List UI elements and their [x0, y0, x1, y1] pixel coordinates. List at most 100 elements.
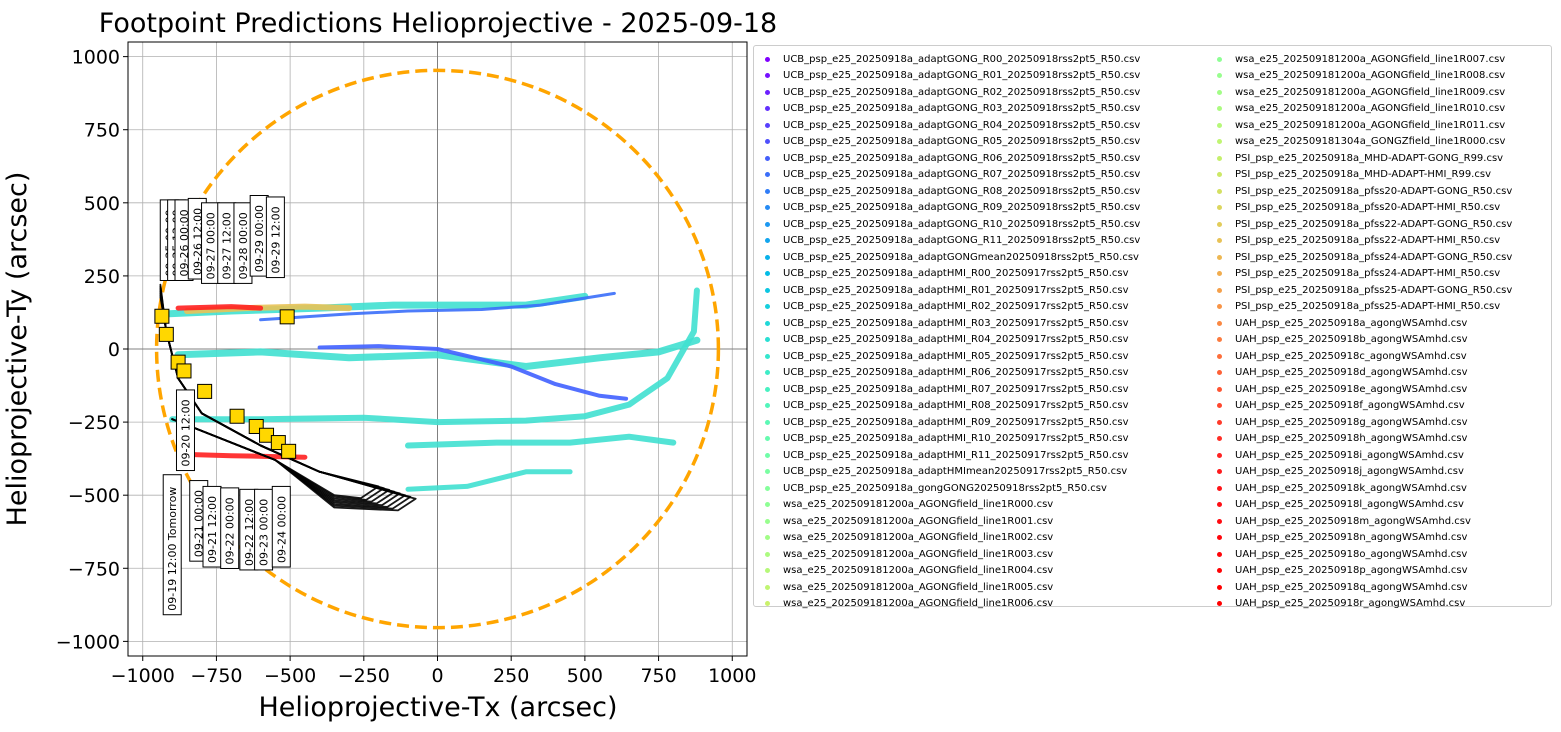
footpoint-track-blue-upper [259, 291, 616, 322]
legend-label: UAH_psp_e25_20250918p_agongWSAmhd.csv [1235, 565, 1468, 577]
date-label-text: 09-26 12:00 [191, 208, 204, 275]
legend-item: UAH_psp_e25_20250918f_agongWSAmhd.csv [1206, 398, 1512, 415]
legend-label: UAH_psp_e25_20250918k_agongWSAmhd.csv [1235, 482, 1467, 494]
legend-marker [765, 419, 770, 425]
legend-marker [765, 386, 770, 392]
legend-item: UCB_psp_e25_20250918a_adaptHMI_R00_20250… [754, 266, 1140, 283]
legend-item: UCB_psp_e25_20250918a_adaptHMI_R08_20250… [754, 398, 1140, 415]
legend-label: PSI_psp_e25_20250918a_pfss22-ADAPT-GONG_… [1235, 218, 1513, 230]
date-label: 09-29 00:00 [249, 195, 269, 277]
legend-item: UAH_psp_e25_20250918e_agongWSAmhd.csv [1206, 381, 1512, 398]
legend-item: UAH_psp_e25_20250918r_agongWSAmhd.csv [1206, 596, 1512, 613]
legend-label: UCB_psp_e25_20250918a_adaptGONG_R00_2025… [783, 53, 1141, 65]
date-marker [229, 408, 245, 424]
psp-orbit-loop [159, 289, 396, 505]
legend-label: PSI_psp_e25_20250918a_pfss24-ADAPT-HMI_R… [1235, 268, 1501, 280]
legend-item: UAH_psp_e25_20250918j_agongWSAmhd.csv [1206, 464, 1512, 481]
date-label: 09-19 12:00 Tomorrow [162, 474, 182, 616]
legend-item: UCB_psp_e25_20250918a_adaptHMImean202509… [754, 464, 1140, 481]
legend-marker [765, 584, 770, 590]
legend-label: UCB_psp_e25_20250918a_adaptHMI_R01_20250… [783, 284, 1129, 296]
x-tick-label: −1000 [111, 665, 175, 687]
legend-label: UCB_psp_e25_20250918a_adaptHMI_R08_20250… [783, 400, 1129, 412]
legend-item: UCB_psp_e25_20250918a_adaptHMI_R04_20250… [754, 332, 1140, 349]
legend-marker [765, 601, 770, 607]
legend-marker [1217, 254, 1222, 260]
legend-label: UAH_psp_e25_20250918j_agongWSAmhd.csv [1235, 466, 1464, 478]
legend-marker [765, 551, 770, 557]
legend-item: PSI_psp_e25_20250918a_pfss22-ADAPT-HMI_R… [1206, 233, 1512, 250]
legend-label: UAH_psp_e25_20250918r_agongWSAmhd.csv [1235, 598, 1466, 610]
legend-marker [1217, 601, 1222, 607]
legend-label: UCB_psp_e25_20250918a_adaptGONG_R11_2025… [783, 235, 1141, 247]
y-tick-label: 1000 [72, 47, 120, 69]
x-tick-label: 750 [640, 665, 676, 687]
legend-marker [765, 238, 770, 244]
legend-label: UCB_psp_e25_20250918a_adaptHMI_R02_20250… [783, 301, 1129, 313]
legend-marker [765, 73, 770, 79]
legend-item: wsa_e25_202509181200a_AGONGfield_line1R0… [754, 596, 1140, 613]
legend-item: UAH_psp_e25_20250918g_agongWSAmhd.csv [1206, 414, 1512, 431]
x-tick-label: −500 [264, 665, 316, 687]
legend-label: UAH_psp_e25_20250918e_agongWSAmhd.csv [1235, 383, 1468, 395]
date-label-text: 09-22 00:00 [224, 497, 237, 564]
date-label-text: 09-28 00:00 [237, 212, 250, 279]
legend-marker [765, 304, 770, 310]
date-label-text: 09-23 00:00 [258, 499, 271, 566]
legend-label: wsa_e25_202509181200a_AGONGfield_line1R0… [783, 499, 1054, 511]
legend-marker [1217, 568, 1222, 574]
legend-item: UCB_psp_e25_20250918a_adaptGONG_R04_2025… [754, 117, 1140, 134]
footpoint-track-mid-lower [169, 287, 700, 426]
legend-marker [1217, 337, 1222, 343]
legend-label: UCB_psp_e25_20250918a_adaptHMI_R03_20250… [783, 317, 1129, 329]
legend-label: UAH_psp_e25_20250918d_agongWSAmhd.csv [1235, 367, 1468, 379]
legend: UCB_psp_e25_20250918a_adaptGONG_R00_2025… [753, 45, 1552, 609]
date-label: 09-20 12:00 [175, 389, 195, 472]
legend-marker [1217, 205, 1222, 211]
legend-item: UAH_psp_e25_20250918k_agongWSAmhd.csv [1206, 480, 1512, 497]
y-tick-label: −500 [68, 485, 120, 507]
y-tick-label: −250 [68, 412, 120, 434]
legend-marker [1217, 436, 1222, 442]
legend-marker [765, 353, 770, 359]
legend-label: PSI_psp_e25_20250918a_pfss22-ADAPT-HMI_R… [1235, 235, 1501, 247]
legend-column-1: UCB_psp_e25_20250918a_adaptGONG_R00_2025… [754, 51, 1140, 612]
legend-marker [1217, 188, 1222, 194]
legend-label: UCB_psp_e25_20250918a_adaptHMI_R11_20250… [783, 449, 1129, 461]
legend-label: UAH_psp_e25_20250918o_agongWSAmhd.csv [1235, 548, 1468, 560]
legend-label: UCB_psp_e25_20250918a_adaptGONG_R07_2025… [783, 169, 1141, 181]
legend-label: wsa_e25_202509181200a_AGONGfield_line1R0… [1235, 103, 1506, 115]
legend-item: UAH_psp_e25_20250918d_agongWSAmhd.csv [1206, 365, 1512, 382]
legend-item: PSI_psp_e25_20250918a_MHD-ADAPT-HMI_R99.… [1206, 167, 1512, 184]
legend-marker [1217, 320, 1222, 326]
legend-marker [1217, 551, 1222, 557]
legend-label: wsa_e25_202509181200a_AGONGfield_line1R0… [1235, 53, 1506, 65]
legend-marker [765, 485, 770, 491]
legend-marker [765, 502, 770, 508]
legend-marker [1217, 386, 1222, 392]
legend-label: UAH_psp_e25_20250918h_agongWSAmhd.csv [1235, 433, 1468, 445]
solar-limb [154, 68, 721, 630]
legend-marker [765, 172, 770, 178]
legend-marker [1217, 304, 1222, 310]
legend-item: UCB_psp_e25_20250918a_adaptHMI_R09_20250… [754, 414, 1140, 431]
legend-marker [765, 106, 770, 112]
legend-label: UCB_psp_e25_20250918a_adaptHMI_R04_20250… [783, 334, 1129, 346]
legend-item: wsa_e25_202509181200a_AGONGfield_line1R0… [754, 513, 1140, 530]
y-tick-label: 0 [108, 339, 120, 361]
legend-item: UCB_psp_e25_20250918a_adaptHMI_R10_20250… [754, 431, 1140, 448]
legend-item: PSI_psp_e25_20250918a_pfss20-ADAPT-GONG_… [1206, 183, 1512, 200]
legend-item: UCB_psp_e25_20250918a_adaptHMI_R01_20250… [754, 282, 1140, 299]
legend-item: UCB_psp_e25_20250918a_gongGONG20250918rs… [754, 480, 1140, 497]
date-label: 09-27 12:00 [217, 202, 237, 284]
legend-label: PSI_psp_e25_20250918a_pfss25-ADAPT-GONG_… [1235, 284, 1513, 296]
psp-orbit-loop [159, 292, 406, 508]
legend-label: UCB_psp_e25_20250918a_adaptHMI_R07_20250… [783, 383, 1129, 395]
legend-label: PSI_psp_e25_20250918a_MHD-ADAPT-GONG_R99… [1235, 152, 1504, 164]
y-tick-label: 750 [84, 120, 120, 142]
legend-marker [765, 89, 770, 95]
date-label-box [220, 487, 240, 569]
legend-label: UCB_psp_e25_20250918a_adaptHMImean202509… [783, 466, 1128, 478]
legend-label: UCB_psp_e25_20250918a_adaptGONG_R02_2025… [783, 86, 1141, 98]
legend-marker [1217, 287, 1222, 293]
